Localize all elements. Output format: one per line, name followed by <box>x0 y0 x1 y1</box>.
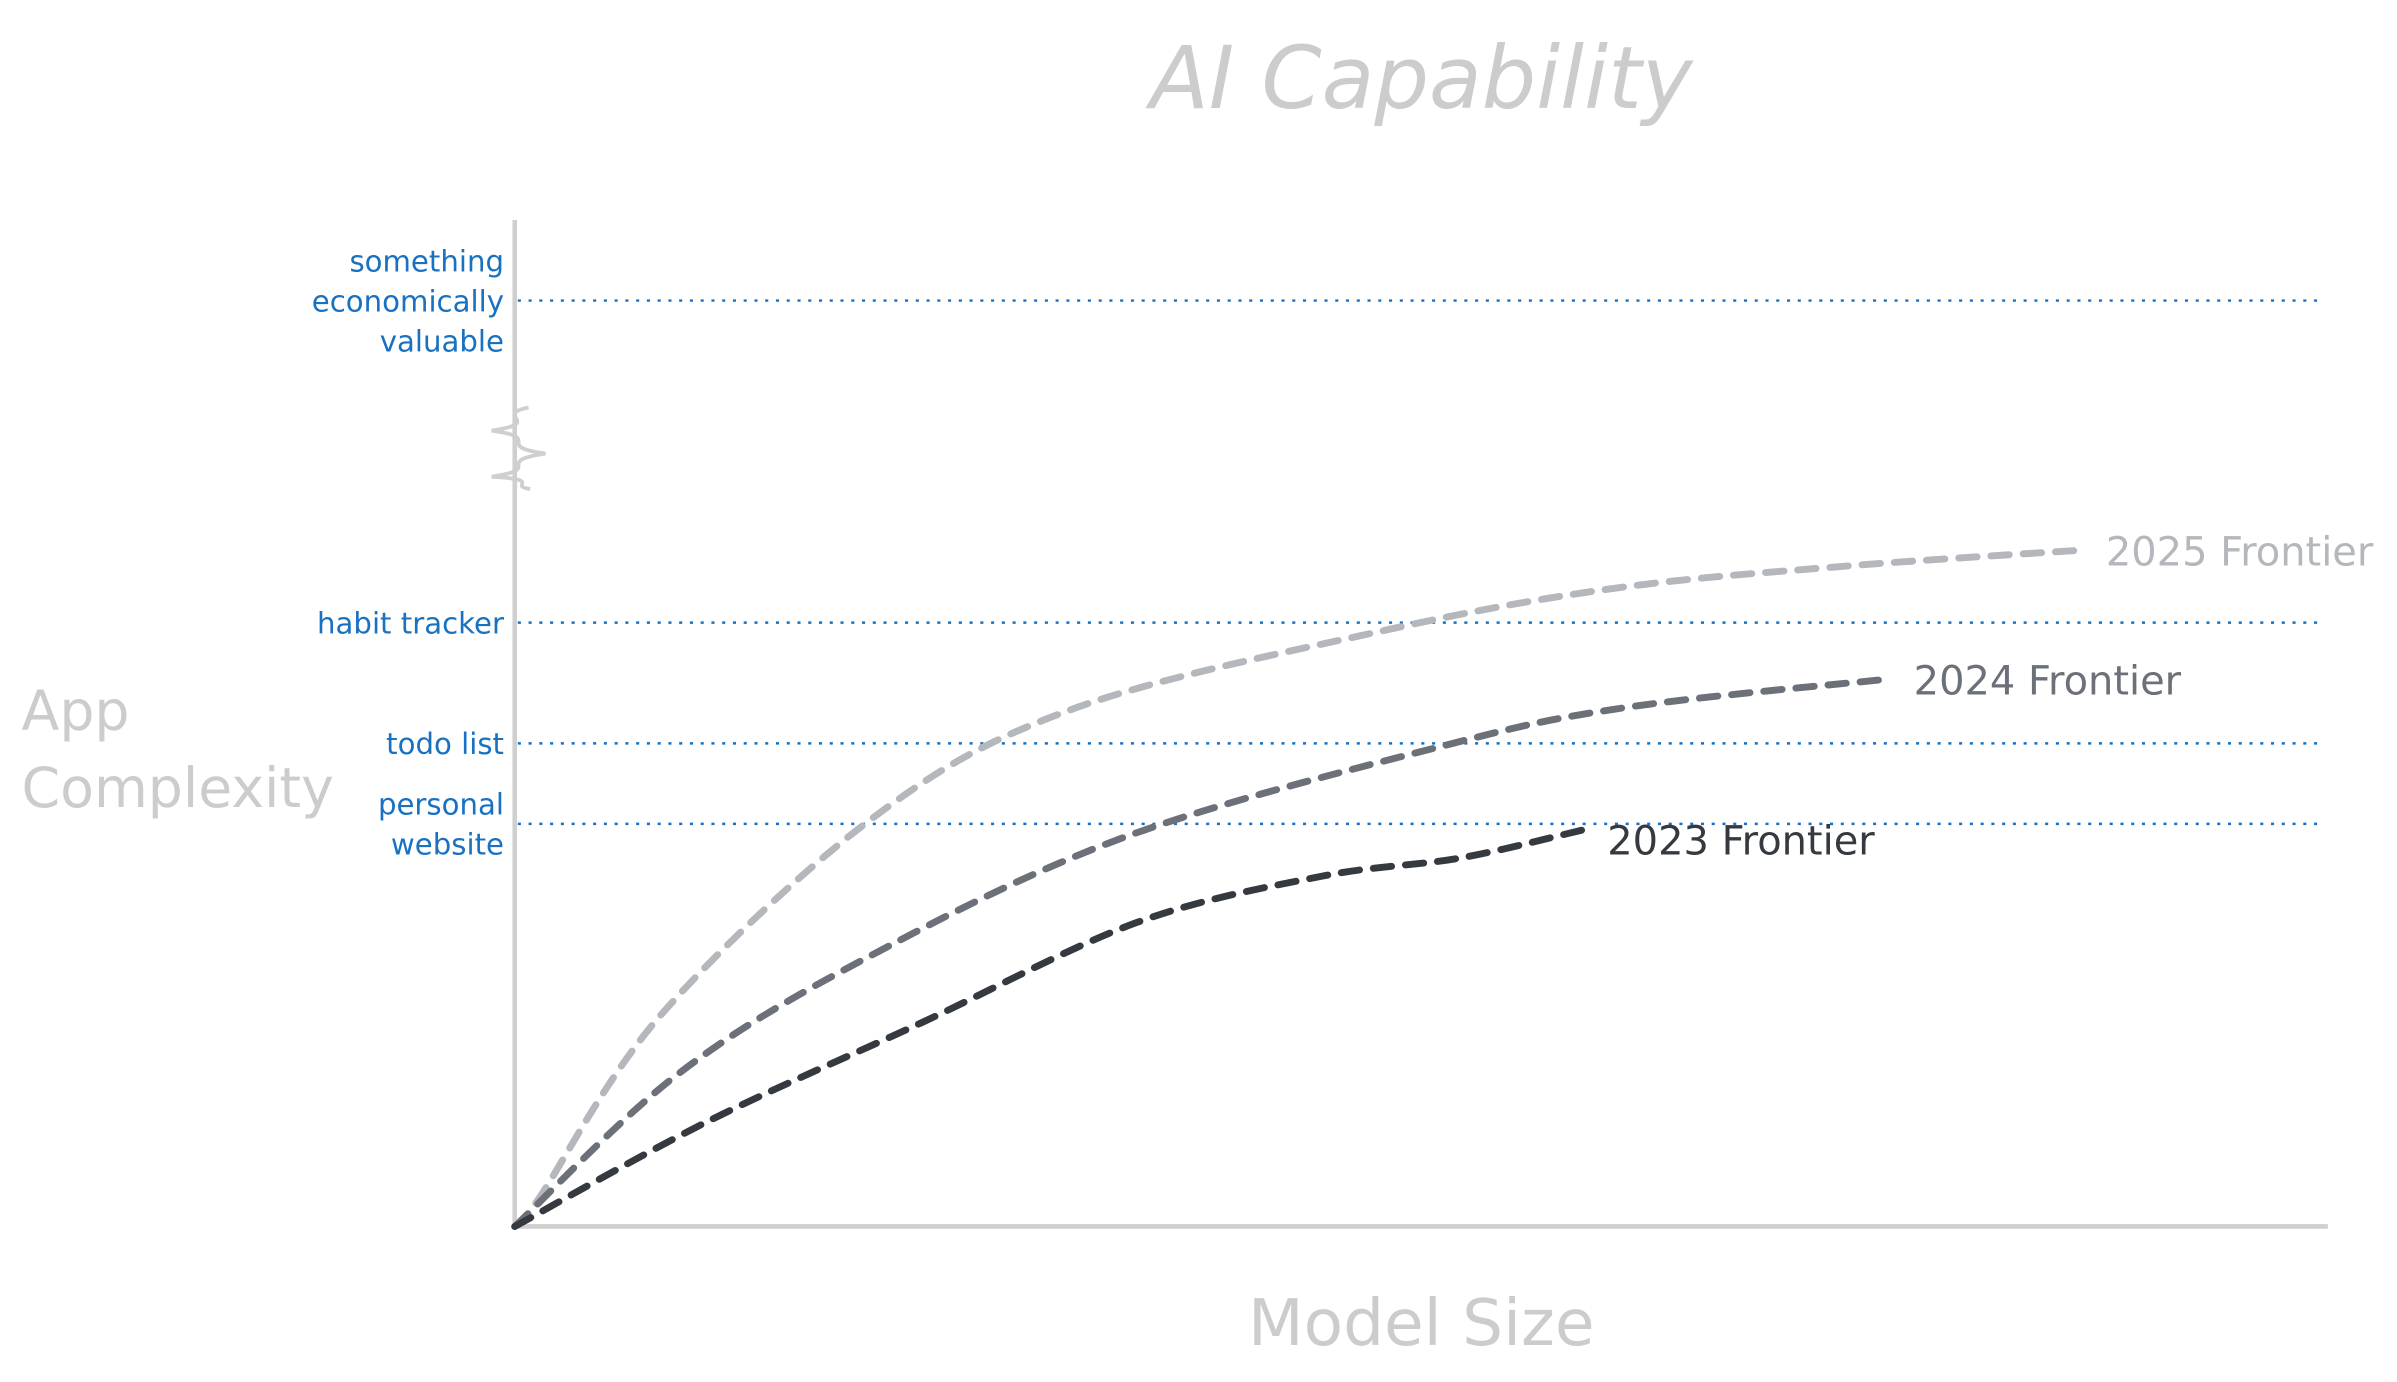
reference-line-label: something <box>349 244 504 278</box>
reference-line-label: valuable <box>380 324 504 358</box>
series-label-1: 2024 Frontier <box>1914 658 2182 704</box>
series-line-1 <box>511 675 1893 1230</box>
chart-title: AI Capability <box>1145 29 1694 129</box>
x-axis-label: Model Size <box>1248 1286 1595 1361</box>
y-axis-label-line-1: App <box>22 680 130 744</box>
series-label-2: 2023 Frontier <box>1607 819 1875 865</box>
reference-line-label: habit tracker <box>317 606 504 640</box>
series-line-2 <box>511 826 1587 1230</box>
axis-break-squiggle-icon <box>491 405 546 491</box>
series-line-0 <box>511 546 2085 1230</box>
series-label-0: 2025 Frontier <box>2106 530 2374 576</box>
reference-line-label: todo list <box>386 727 504 761</box>
reference-line-label: website <box>391 828 504 862</box>
reference-line-label: personal <box>378 788 504 822</box>
reference-line-label: economically <box>312 284 504 318</box>
y-axis-label-line-2: Complexity <box>22 757 334 821</box>
